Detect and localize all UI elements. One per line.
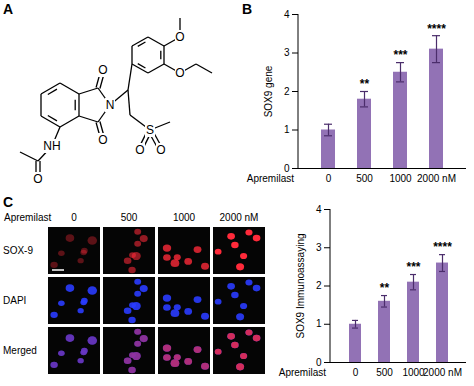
svg-text:O: O [98, 133, 107, 147]
svg-text:****: **** [427, 22, 446, 36]
svg-text:0: 0 [353, 367, 359, 378]
svg-text:****: **** [433, 240, 452, 254]
svg-text:O: O [33, 172, 42, 186]
svg-text:1000: 1000 [173, 212, 196, 223]
svg-text:500: 500 [356, 173, 373, 184]
svg-text:1: 1 [316, 318, 322, 329]
svg-text:Apremilast: Apremilast [279, 367, 326, 378]
svg-text:500: 500 [376, 367, 393, 378]
svg-text:2000 nM: 2000 nM [220, 212, 259, 223]
svg-text:1000: 1000 [402, 367, 425, 378]
svg-text:SOX9 gene: SOX9 gene [263, 65, 274, 117]
svg-text:***: *** [406, 260, 420, 274]
svg-text:Apremilast: Apremilast [4, 212, 51, 223]
svg-text:O: O [135, 143, 144, 157]
svg-text:O: O [98, 63, 107, 77]
svg-text:DAPI: DAPI [3, 295, 26, 306]
svg-text:2: 2 [316, 280, 322, 291]
svg-text:1: 1 [284, 124, 290, 135]
svg-text:**: ** [380, 281, 390, 295]
svg-text:3: 3 [316, 242, 322, 253]
svg-text:SOX9 Immunoassaying: SOX9 Immunoassaying [295, 233, 306, 338]
svg-text:NH: NH [43, 139, 60, 153]
svg-text:N: N [106, 98, 115, 112]
svg-text:Merged: Merged [3, 345, 37, 356]
svg-text:0: 0 [315, 356, 322, 368]
html-text:A: A [3, 1, 14, 17]
svg-text:O: O [175, 30, 184, 44]
svg-text:4: 4 [316, 204, 322, 215]
svg-text:0: 0 [326, 173, 332, 184]
svg-text:SOX-9: SOX-9 [3, 245, 33, 256]
svg-text:0: 0 [71, 212, 77, 223]
svg-text:0: 0 [283, 162, 290, 174]
svg-text:**: ** [360, 77, 370, 91]
svg-text:1000: 1000 [389, 173, 412, 184]
svg-text:Apremilast: Apremilast [247, 173, 294, 184]
svg-text:3: 3 [284, 47, 290, 58]
html-text:C: C [3, 194, 14, 210]
svg-text:2000 nM: 2000 nM [423, 367, 462, 378]
svg-text:O: O [156, 143, 165, 157]
svg-text:2: 2 [284, 86, 290, 97]
svg-text:***: *** [393, 48, 407, 62]
svg-text:O: O [175, 66, 184, 80]
svg-text:2000 nM: 2000 nM [417, 173, 456, 184]
html-text:B: B [242, 1, 253, 17]
svg-text:500: 500 [121, 212, 138, 223]
svg-text:4: 4 [284, 9, 290, 20]
svg-text:S: S [146, 123, 154, 137]
